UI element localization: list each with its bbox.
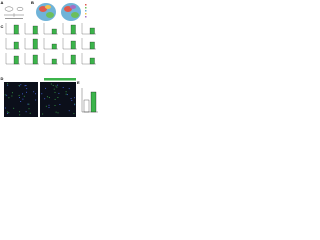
bar-chart-grid (5, 23, 96, 65)
cell (18, 85, 20, 86)
bar (13, 41, 19, 50)
panel-label: C (1, 24, 4, 29)
cell (58, 92, 60, 94)
bar (70, 40, 76, 50)
bar (32, 54, 38, 65)
cell (62, 87, 64, 88)
cell (28, 108, 30, 110)
panel-label: D (1, 76, 4, 81)
bar (70, 24, 76, 35)
cell (26, 91, 27, 93)
bar (89, 57, 95, 65)
cell (7, 83, 9, 85)
cell (66, 94, 68, 96)
cell (19, 114, 21, 116)
cell (35, 93, 37, 95)
cell (65, 91, 67, 93)
cell (33, 91, 35, 93)
cell (4, 94, 6, 96)
cell (20, 84, 22, 86)
cell (70, 98, 72, 99)
cell (18, 97, 20, 98)
cell (27, 103, 29, 105)
cell (54, 98, 56, 100)
cell (24, 85, 26, 87)
bar (89, 27, 95, 35)
cell (19, 111, 21, 113)
cell (45, 105, 47, 107)
cell (50, 83, 52, 85)
cell (41, 93, 43, 95)
cell (68, 88, 70, 90)
cell (55, 111, 57, 113)
cell (7, 111, 8, 113)
cell (46, 96, 48, 98)
cell (28, 103, 30, 105)
panel-label: B (31, 0, 34, 5)
cell (11, 92, 13, 94)
bar (32, 25, 38, 35)
cell (57, 97, 59, 98)
cell (25, 85, 27, 86)
figure: A B C D E (0, 0, 100, 119)
cell (48, 107, 50, 108)
cell (73, 113, 75, 115)
cell (7, 113, 8, 115)
cell (74, 97, 75, 99)
cell (20, 101, 22, 102)
cell (57, 112, 59, 114)
cell (53, 88, 55, 90)
cell (52, 85, 54, 86)
cell (56, 86, 58, 88)
cell (42, 113, 44, 115)
cell (74, 104, 76, 106)
cell (22, 93, 23, 95)
bar (13, 24, 19, 35)
bar (51, 43, 57, 50)
cell (65, 93, 67, 95)
bar (32, 38, 38, 50)
cell (44, 98, 46, 100)
cell (55, 85, 57, 87)
summary-chart (81, 88, 98, 113)
schematic (4, 6, 24, 19)
bar (89, 41, 95, 50)
cell (48, 104, 50, 106)
cell (13, 107, 15, 109)
cell (54, 105, 56, 106)
cell (4, 107, 6, 109)
cell (7, 84, 9, 86)
tsne-plots (36, 3, 87, 21)
microscopy (4, 78, 76, 117)
bar (51, 28, 57, 35)
panel-label: E (77, 80, 80, 85)
cell (57, 84, 59, 86)
cell (25, 111, 27, 113)
cell (29, 112, 31, 114)
cell (11, 95, 13, 97)
cell (74, 103, 76, 105)
cell (54, 91, 56, 93)
cell (26, 88, 28, 90)
cell (8, 97, 10, 99)
cell (18, 94, 20, 96)
cell (6, 94, 8, 96)
cell (59, 104, 61, 105)
cell (8, 112, 10, 114)
cell (23, 95, 25, 97)
panel-label: A (1, 0, 4, 5)
cell (68, 110, 70, 112)
bar (70, 54, 76, 65)
cell (71, 99, 73, 101)
bar (13, 55, 19, 65)
cell (35, 99, 37, 101)
cell (22, 98, 24, 100)
cell (45, 87, 47, 89)
cell (48, 97, 50, 99)
bar (51, 58, 57, 65)
